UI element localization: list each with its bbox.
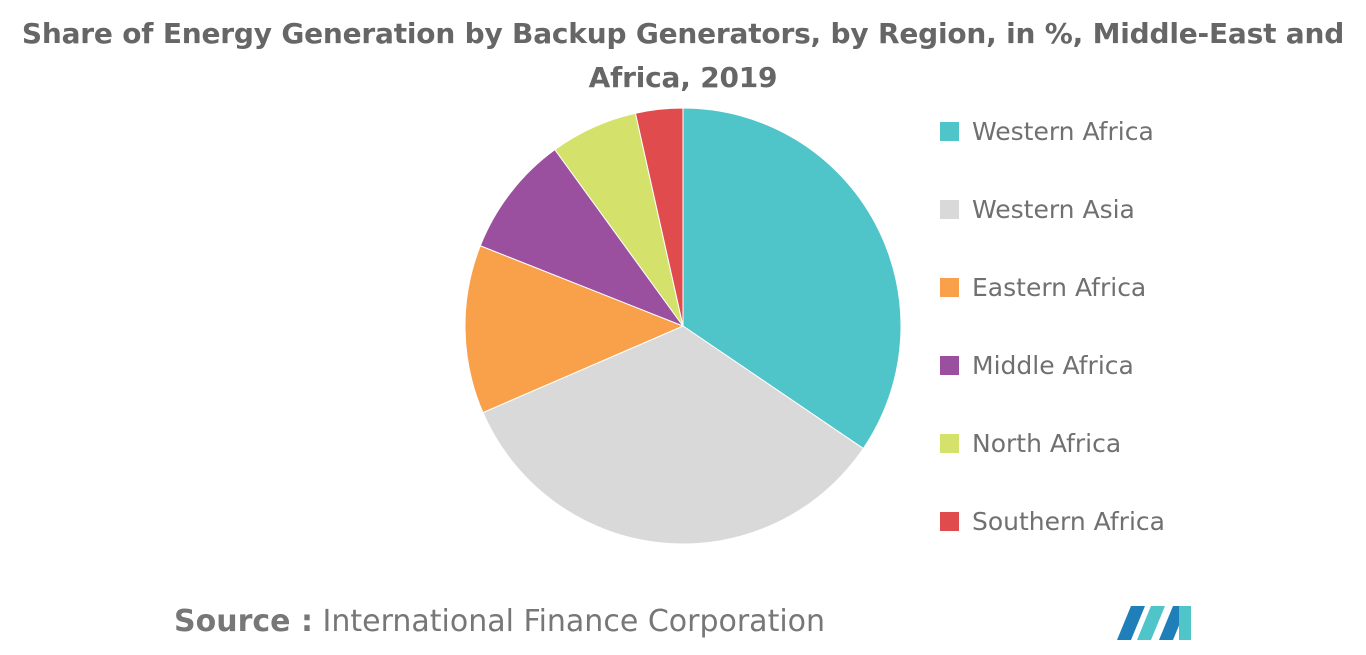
legend-swatch-western-asia xyxy=(940,199,959,219)
legend-item-north-africa: North Africa xyxy=(940,423,1165,463)
legend-label-western-asia: Western Asia xyxy=(972,194,1135,224)
pie-slice-southern-africa xyxy=(634,107,684,327)
legend-label-western-africa: Western Africa xyxy=(972,116,1154,146)
legend-item-western-africa: Western Africa xyxy=(940,111,1165,151)
legend-swatch-middle-africa xyxy=(940,355,959,375)
logo-middle-stroke xyxy=(1137,606,1165,640)
logo-right-bar xyxy=(1179,606,1191,640)
legend-label-middle-africa: Middle Africa xyxy=(972,350,1134,380)
pie-slice-western-asia xyxy=(482,325,864,545)
chart-title-line-2: Africa, 2019 xyxy=(588,61,778,94)
chart-title: Share of Energy Generation by Backup Gen… xyxy=(0,12,1366,100)
legend-item-eastern-africa: Eastern Africa xyxy=(940,267,1165,307)
chart-title-line-1: Share of Energy Generation by Backup Gen… xyxy=(21,17,1345,50)
pie-slice-western-africa xyxy=(682,107,902,450)
legend-item-southern-africa: Southern Africa xyxy=(940,501,1165,541)
legend-item-western-asia: Western Asia xyxy=(940,189,1165,229)
legend-swatch-eastern-africa xyxy=(940,277,959,297)
chart-legend: Western Africa Western Asia Eastern Africa… xyxy=(940,111,1165,579)
legend-swatch-southern-africa xyxy=(940,511,959,531)
source-label: Source : xyxy=(174,604,313,639)
legend-swatch-north-africa xyxy=(940,433,959,453)
legend-label-north-africa: North Africa xyxy=(972,428,1122,458)
pie-slice-eastern-africa xyxy=(464,245,685,414)
legend-item-middle-africa: Middle Africa xyxy=(940,345,1165,385)
legend-swatch-western-africa xyxy=(940,121,959,141)
pie-slice-middle-africa xyxy=(479,148,685,328)
legend-label-southern-africa: Southern Africa xyxy=(972,506,1165,536)
logo-left-stroke xyxy=(1117,606,1145,640)
legend-label-eastern-africa: Eastern Africa xyxy=(972,272,1147,302)
mordor-intelligence-logo-icon xyxy=(1117,606,1191,640)
source-text: International Finance Corporation xyxy=(322,604,826,639)
source-note: Source : International Finance Corporati… xyxy=(174,604,825,639)
